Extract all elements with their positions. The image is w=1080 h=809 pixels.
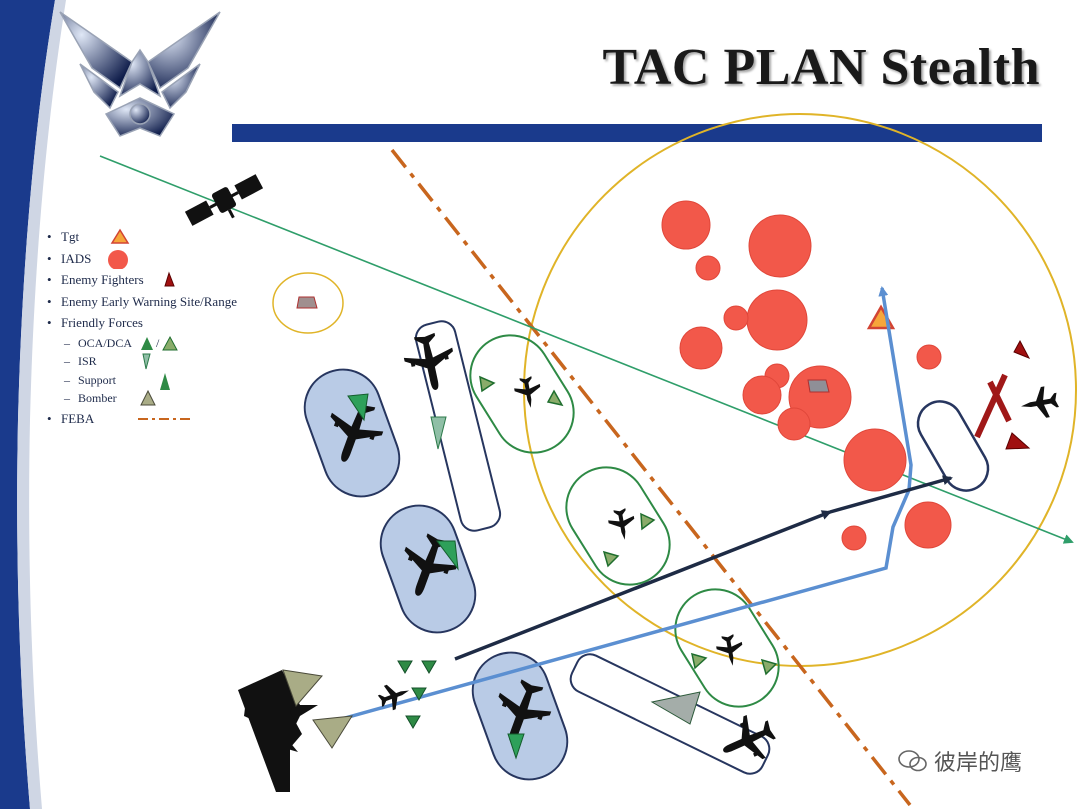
friendly-fighter-markers: [479, 375, 778, 676]
iads-site: [746, 289, 808, 351]
iads-sites: [661, 200, 952, 551]
legend-item-iads: • IADS: [44, 248, 324, 270]
iads-site: [723, 305, 749, 331]
cap-orbit: [469, 334, 575, 454]
ew-site-range-icon: [272, 272, 344, 334]
legend-item-friendly-forces: • Friendly Forces: [47, 315, 143, 330]
watermark: 彼岸的鹰: [898, 745, 1022, 777]
satellite-icon: [184, 174, 264, 226]
legend-item-oca-dca: – OCA/DCA /: [44, 334, 324, 353]
iads-site: [916, 344, 942, 370]
enemy-jet-icon: [1018, 384, 1061, 422]
isr-marker-icon: [430, 416, 447, 450]
isr-marker-icon: [142, 353, 151, 370]
stealth-bomber-group: [238, 669, 353, 792]
iads-site: [841, 525, 867, 551]
iads-site: [661, 200, 711, 250]
support-marker-icon: [650, 691, 701, 725]
ew-site-icon: [807, 379, 830, 393]
legend-item-enemy-fighters: • Enemy Fighters: [44, 269, 324, 291]
iads-site: [748, 214, 812, 278]
target-icon: [110, 228, 130, 244]
support-track: [916, 400, 990, 492]
fighter-jet-icon: [714, 632, 746, 669]
fighter-jet-icon: [512, 374, 544, 411]
iads-site: [695, 255, 721, 281]
legend-item-tgt: • Tgt: [44, 226, 324, 248]
support-marker-icon: [160, 372, 170, 390]
iads-site: [742, 375, 782, 415]
feba-line-icon: [138, 417, 194, 420]
fighter-jet-icon: [606, 506, 638, 543]
strike-package-route: [829, 475, 953, 514]
cap-orbits: [469, 334, 780, 708]
bomber-marker-icon: [140, 389, 156, 406]
iads-site: [904, 501, 952, 549]
cap-orbit: [565, 466, 671, 586]
enemy-fighter-icon: [1013, 339, 1031, 359]
stealth-ingress-route: [344, 286, 913, 720]
legend-item-feba: • FEBA: [44, 408, 324, 430]
air-force-logo-icon: [59, 11, 221, 137]
cap-orbit: [674, 588, 780, 708]
legend-item-isr: – ISR: [44, 352, 324, 371]
oca-dca-marker-alt-icon: [162, 335, 178, 350]
legend: • Tgt • IADS • Enemy Fighters • Enemy Early …: [44, 226, 324, 429]
bomber-force-markers: [347, 393, 525, 760]
page-title: TAC PLAN Stealth: [602, 39, 1040, 96]
enemy-fighters: [974, 339, 1061, 450]
wechat-icon: [898, 750, 927, 772]
support-tracks: [414, 320, 990, 775]
escort-markers: [397, 660, 437, 729]
enemy-fighter-icon: [164, 271, 175, 287]
support-track: [569, 653, 771, 775]
iads-site: [777, 407, 811, 441]
feba-line: [390, 148, 912, 807]
legend-item-bomber: – Bomber: [44, 389, 324, 408]
legend-item-ew-site: • Enemy Early Warning Site/Range: [47, 293, 237, 309]
left-border: [0, 0, 66, 809]
oca-dca-marker-icon: [141, 336, 153, 350]
strike-routes: [344, 286, 953, 720]
iads-circle-icon: [108, 249, 128, 269]
enemy-fighter-icon: [1005, 432, 1031, 450]
legend-item-support: – Support: [44, 371, 324, 390]
title-underline-bar: [232, 124, 1042, 142]
strike-package-route: [454, 510, 832, 661]
iads-site: [843, 428, 907, 492]
iads-site: [679, 326, 723, 370]
